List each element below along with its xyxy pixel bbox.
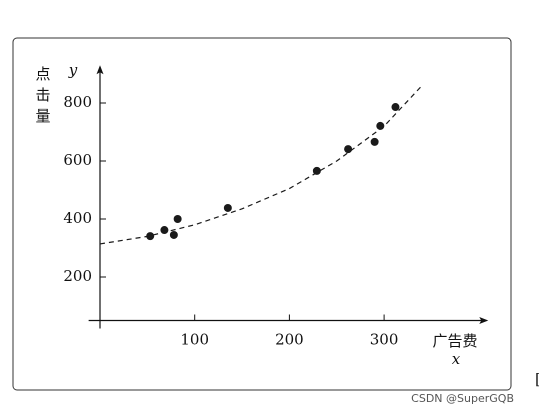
watermark: CSDN @SuperGQB — [411, 392, 514, 405]
y-axis-symbol: y — [68, 61, 78, 79]
y-tick-label: 400 — [63, 209, 92, 227]
edge-bracket: [ — [535, 370, 539, 388]
point — [376, 121, 385, 130]
x-axis-arrow — [479, 317, 489, 324]
y-axis-label: 点击量 — [35, 65, 50, 125]
point — [344, 145, 353, 154]
point — [160, 226, 169, 235]
x-tick-label: 200 — [275, 331, 304, 349]
y-tick-label: 800 — [63, 93, 92, 111]
x-axis-symbol: x — [452, 350, 461, 368]
x-tick-label: 300 — [370, 331, 399, 349]
frame — [12, 37, 512, 391]
x-tick-label: 100 — [180, 331, 209, 349]
y-axis-label-text: 点击量 — [35, 65, 50, 125]
point — [146, 232, 155, 241]
point — [223, 203, 232, 212]
y-tick-label: 600 — [63, 151, 92, 169]
point — [391, 103, 400, 112]
point — [173, 215, 182, 223]
y-axis-arrow — [96, 65, 104, 75]
y-tick-label: 200 — [63, 267, 92, 285]
point — [312, 166, 321, 175]
point — [370, 137, 379, 146]
fit-curve — [99, 85, 423, 245]
point — [169, 230, 178, 239]
x-axis-label: 广告费 — [432, 332, 477, 350]
